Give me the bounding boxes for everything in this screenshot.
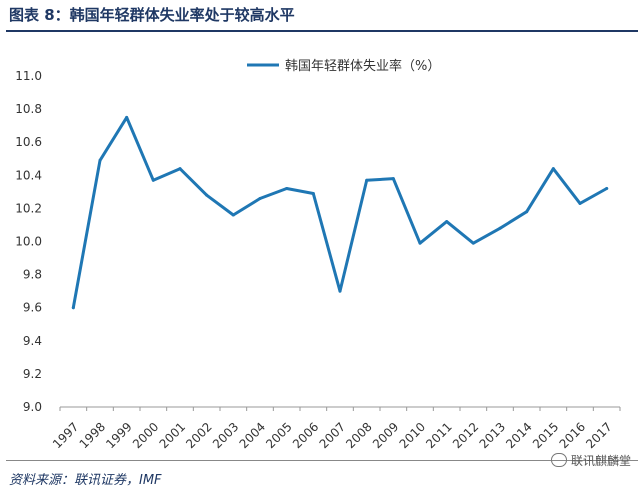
data-point	[391, 177, 395, 181]
y-tick-label: 10.2	[15, 201, 42, 215]
y-axis: 11.0 10.8 10.6 10.4 10.2 10.0 9.8 9.6 9.4 9.2 9.0	[15, 69, 42, 414]
data-point	[151, 178, 155, 182]
y-tick-label: 9.0	[23, 400, 42, 414]
y-tick-label: 9.6	[23, 301, 42, 315]
data-point	[551, 167, 555, 171]
data-point	[471, 241, 475, 245]
data-point	[498, 226, 502, 230]
y-tick-label: 10.4	[15, 168, 42, 182]
watermark: 联讯麒麟堂	[550, 452, 631, 469]
data-point	[71, 306, 75, 310]
y-tick-label: 10.0	[15, 235, 42, 249]
y-tick-label: 10.8	[15, 102, 42, 116]
data-point	[445, 220, 449, 224]
data-point	[98, 158, 102, 162]
y-tick-label: 9.2	[23, 367, 42, 381]
data-point	[338, 289, 342, 293]
footer-divider	[6, 460, 638, 461]
chart-title: 图表 8：韩国年轻群体失业率处于较高水平	[9, 6, 295, 24]
source-note: 资料来源：联讯证券，IMF	[9, 473, 162, 488]
x-tick-label: 2013	[477, 420, 508, 451]
x-axis: 1997199819992000200120022003200420052006…	[50, 406, 621, 451]
x-tick-label: 2008	[343, 420, 374, 451]
data-point	[205, 193, 209, 197]
data-point	[258, 196, 262, 200]
x-tick-label: 2015	[530, 420, 561, 451]
x-tick-label: 2004	[237, 420, 268, 451]
x-tick-label: 2007	[317, 420, 348, 451]
title-divider	[6, 30, 638, 32]
x-tick-label: 2017	[583, 420, 614, 451]
x-tick-label: 2001	[157, 420, 188, 451]
data-point	[525, 210, 529, 214]
x-tick-label: 2014	[503, 420, 534, 451]
x-tick-label: 2000	[130, 420, 161, 451]
data-point	[418, 241, 422, 245]
data-point	[231, 213, 235, 217]
y-tick-label: 9.8	[23, 268, 42, 282]
x-tick-label: 2005	[263, 420, 294, 451]
x-tick-label: 2010	[397, 420, 428, 451]
x-tick-label: 1999	[103, 420, 134, 451]
data-point	[178, 167, 182, 171]
y-tick-label: 11.0	[15, 69, 42, 83]
wechat-icon	[550, 453, 567, 467]
y-tick-label: 10.6	[15, 135, 42, 149]
x-tick-label: 2002	[183, 420, 214, 451]
x-tick-label: 1998	[77, 420, 108, 451]
data-point	[285, 187, 289, 191]
legend-label: 韩国年轻群体失业率（%）	[285, 58, 440, 74]
x-tick-label: 2006	[290, 420, 321, 451]
x-tick-label: 2012	[450, 420, 481, 451]
legend: 韩国年轻群体失业率（%）	[247, 58, 440, 74]
x-tick-label: 2016	[557, 420, 588, 451]
data-point	[365, 178, 369, 182]
x-tick-label: 2003	[210, 420, 241, 451]
watermark-text: 联讯麒麟堂	[570, 454, 631, 468]
x-tick-label: 1997	[50, 420, 81, 451]
data-point	[311, 192, 315, 196]
x-tick-label: 2011	[423, 420, 454, 451]
data-point	[125, 115, 129, 119]
data-point	[605, 187, 609, 191]
line-chart: 11.010.810.610.410.210.09.89.69.49.29.0 …	[15, 58, 621, 451]
data-point	[578, 201, 582, 205]
plot-area	[71, 115, 609, 310]
y-tick-label: 9.4	[23, 334, 42, 348]
x-tick-label: 2009	[370, 420, 401, 451]
